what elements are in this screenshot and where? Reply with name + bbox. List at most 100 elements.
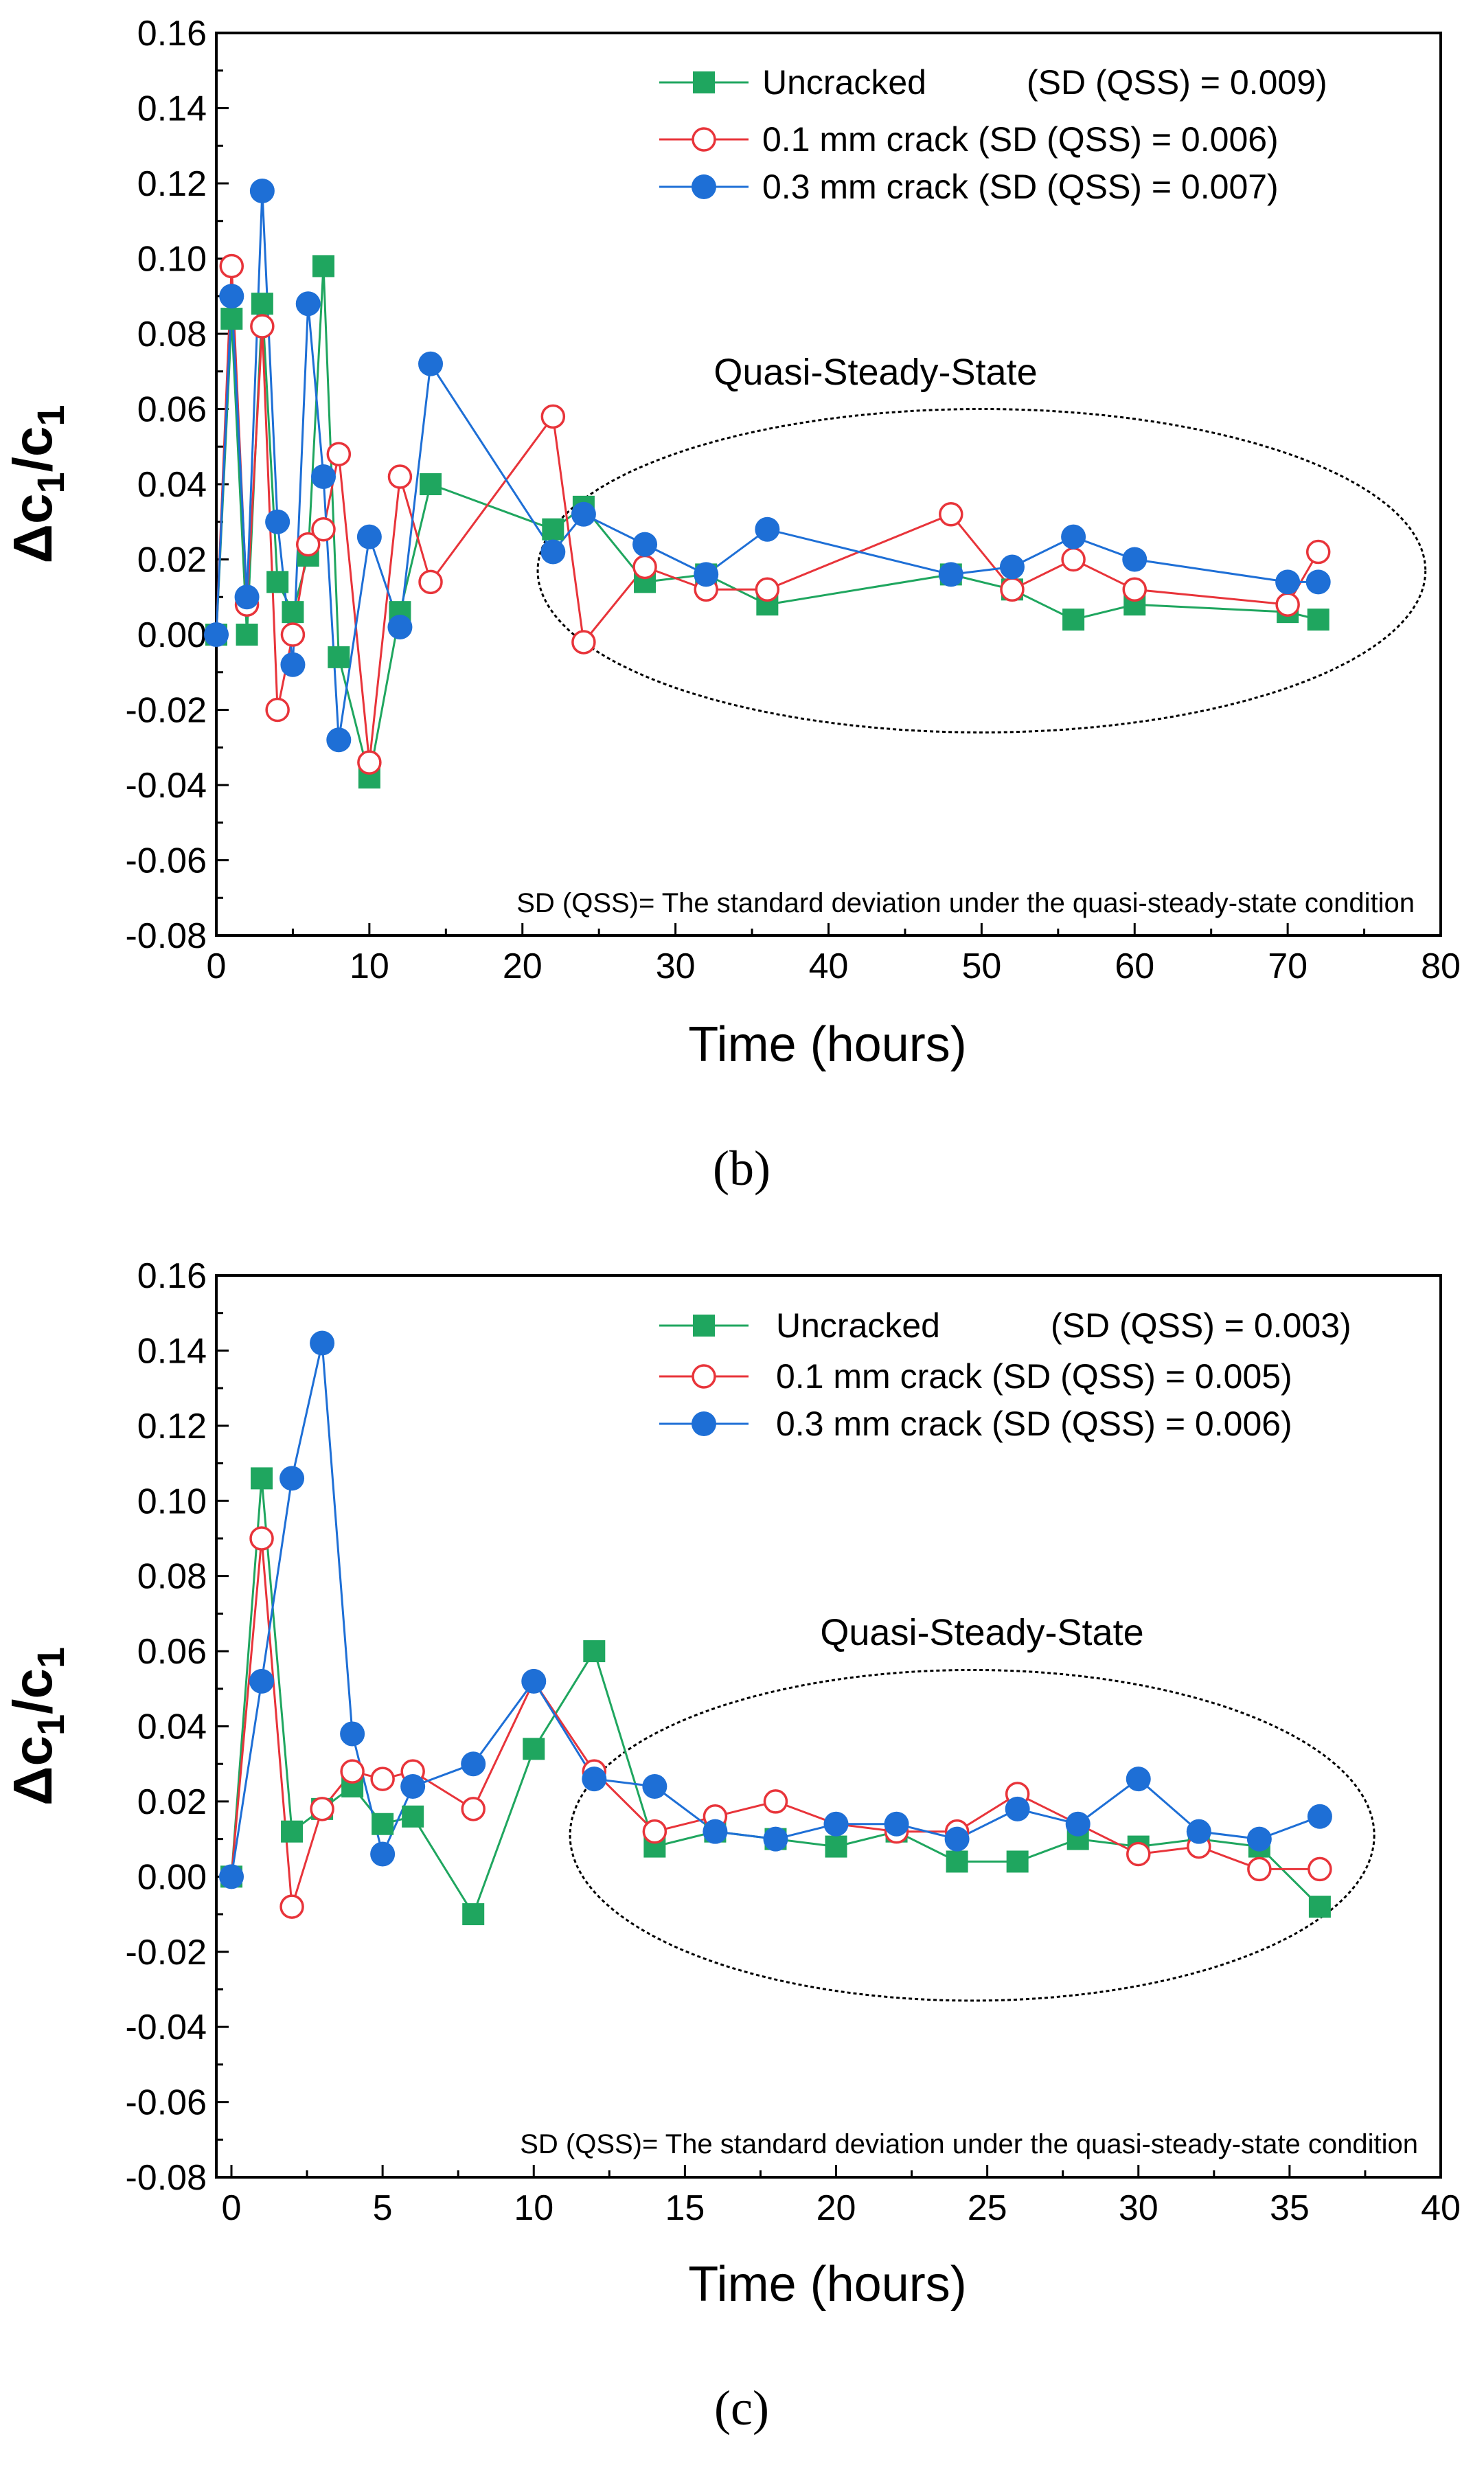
data-point-crack03 — [1065, 1811, 1091, 1837]
data-point-crack01 — [1247, 1856, 1272, 1882]
data-point-crack03 — [461, 1751, 486, 1777]
data-point-uncracked — [251, 1467, 273, 1490]
data-point-crack03 — [944, 1826, 970, 1852]
y-tick-label: 0.10 — [137, 1481, 207, 1521]
legend-crack01-name: 0.1 mm crack — [776, 1357, 983, 1396]
data-point-uncracked — [946, 1850, 968, 1873]
data-point-crack01 — [755, 577, 780, 602]
y-tick-label: 0.04 — [137, 465, 207, 505]
y-tick-label: 0.08 — [137, 315, 207, 354]
data-point-crack03 — [1005, 1796, 1030, 1821]
x-axis-title: Time (hours) — [688, 1017, 966, 1072]
data-point-uncracked — [1062, 609, 1085, 631]
data-point-crack01 — [1122, 577, 1147, 602]
x-tick-label: 0 — [207, 946, 227, 986]
data-point-uncracked — [1308, 1896, 1331, 1918]
data-point-uncracked — [372, 1813, 394, 1835]
data-point-uncracked — [266, 571, 289, 593]
data-point-crack01 — [295, 532, 321, 557]
legend-crack01-sd: (SD (QSS) = 0.005) — [992, 1357, 1292, 1396]
data-point-uncracked — [328, 646, 350, 668]
data-point-uncracked — [402, 1805, 424, 1828]
legend-crack03-sd: (SD (QSS) = 0.006) — [992, 1405, 1292, 1443]
y-tick-label: 0.16 — [137, 1256, 207, 1296]
data-point-crack03 — [400, 1774, 426, 1799]
y-tick-label: 0.08 — [137, 1557, 207, 1597]
data-point-crack01 — [1000, 577, 1025, 602]
sd-note: SD (QSS)= The standard deviation under t… — [516, 888, 1415, 918]
data-point-crack01 — [1308, 1856, 1332, 1882]
y-tick-label: -0.06 — [125, 841, 207, 881]
data-point-crack01 — [763, 1789, 788, 1814]
data-point-crack03 — [938, 562, 963, 587]
x-tick-label: 20 — [503, 946, 543, 986]
x-tick-label: 15 — [665, 2188, 705, 2228]
y-tick-label: 0.00 — [137, 615, 207, 655]
data-point-uncracked — [420, 473, 442, 495]
data-point-crack03 — [249, 1668, 275, 1694]
data-point-crack03 — [1186, 1819, 1211, 1844]
y-tick-label: 0.16 — [137, 14, 207, 54]
y-axis-title: Δc1/c1 — [2, 1647, 72, 1806]
legend-marker-crack03 — [692, 1411, 716, 1436]
y-tick-label: -0.08 — [125, 916, 207, 956]
sd-note: SD (QSS)= The standard deviation under t… — [520, 2129, 1418, 2159]
data-point-crack03 — [1305, 569, 1331, 595]
data-point-crack03 — [279, 1466, 305, 1491]
data-point-crack03 — [571, 501, 596, 527]
data-point-crack01 — [249, 1526, 274, 1551]
data-point-crack03 — [204, 622, 229, 647]
data-point-uncracked — [542, 518, 564, 541]
data-point-crack03 — [1246, 1826, 1272, 1852]
legend-crack03-sd: (SD (QSS) = 0.007) — [978, 168, 1279, 206]
data-point-crack01 — [1305, 539, 1331, 565]
x-tick-label: 0 — [222, 2188, 242, 2228]
legend-marker-uncracked — [693, 1315, 715, 1337]
data-point-crack03 — [694, 562, 719, 587]
y-tick-label: 0.00 — [137, 1857, 207, 1897]
data-point-uncracked — [523, 1738, 545, 1760]
data-point-crack03 — [703, 1819, 728, 1844]
y-tick-label: -0.04 — [125, 2008, 207, 2047]
series-line-crack01 — [215, 266, 1319, 763]
data-point-uncracked — [825, 1835, 847, 1858]
y-tick-label: -0.06 — [125, 2083, 207, 2123]
data-point-crack03 — [280, 652, 306, 677]
data-point-crack03 — [521, 1668, 547, 1694]
data-point-crack01 — [571, 630, 596, 655]
data-point-crack01 — [939, 502, 963, 527]
data-point-crack03 — [340, 1721, 365, 1747]
data-point-crack03 — [582, 1767, 607, 1792]
data-point-crack01 — [1061, 547, 1086, 572]
data-point-crack01 — [219, 253, 244, 279]
series-line-crack03 — [230, 1343, 1321, 1877]
data-point-crack03 — [763, 1826, 788, 1852]
data-point-crack01 — [340, 1759, 365, 1784]
data-point-crack01 — [632, 554, 657, 580]
data-point-crack01 — [310, 1797, 334, 1821]
data-point-crack03 — [370, 1841, 396, 1867]
x-tick-label: 30 — [1119, 2188, 1158, 2228]
y-tick-label: 0.02 — [137, 1782, 207, 1822]
legend-crack03-name: 0.3 mm crack — [776, 1405, 983, 1443]
data-point-crack01 — [279, 1894, 304, 1919]
legend-marker-crack01 — [692, 1364, 716, 1389]
data-point-uncracked — [236, 624, 258, 646]
y-tick-label: 0.06 — [137, 390, 207, 430]
y-tick-label: 0.14 — [137, 89, 207, 129]
data-point-crack03 — [755, 516, 780, 542]
data-point-crack03 — [249, 178, 275, 203]
data-point-crack03 — [540, 539, 566, 565]
data-point-crack03 — [1275, 569, 1301, 595]
legend-crack01-sd: (SD (QSS) = 0.006) — [978, 120, 1279, 159]
panel-label: (c) — [714, 2381, 769, 2435]
data-point-crack01 — [642, 1819, 667, 1844]
data-point-uncracked — [281, 1820, 304, 1843]
y-tick-label: 0.12 — [137, 1407, 207, 1446]
legend-uncracked-sd: (SD (QSS) = 0.009) — [1027, 63, 1327, 102]
data-point-crack03 — [219, 1864, 244, 1889]
data-point-crack01 — [326, 442, 352, 466]
y-axis-title: Δc1/c1 — [2, 405, 72, 563]
data-point-crack01 — [370, 1767, 395, 1791]
